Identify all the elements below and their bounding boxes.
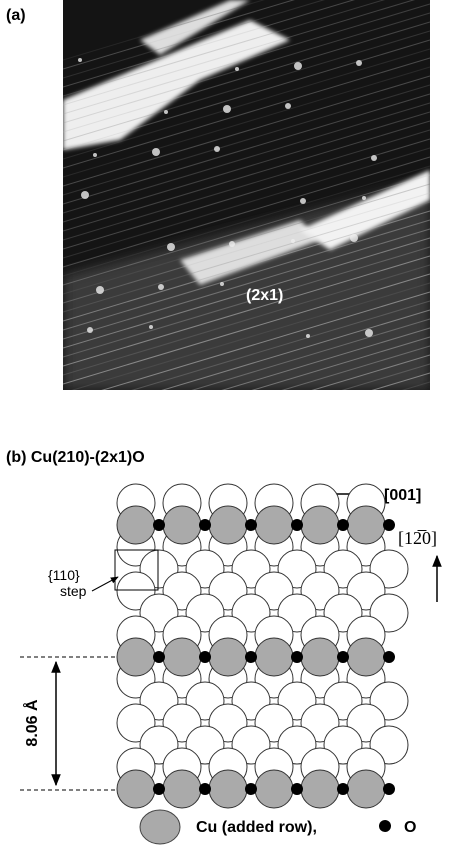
stm-spot bbox=[300, 198, 306, 204]
cu-added-row-atom bbox=[347, 506, 385, 544]
page: (a) (2x1) (b) Cu(210)-(2x1)O [001] [12̅0… bbox=[0, 0, 459, 848]
o-atom bbox=[199, 519, 211, 531]
stm-spot bbox=[229, 241, 235, 247]
o-atom bbox=[383, 519, 395, 531]
step-label: {110} bbox=[48, 567, 80, 583]
cu-added-row-atom bbox=[163, 506, 201, 544]
stm-spot bbox=[96, 286, 104, 294]
stm-spot bbox=[164, 110, 168, 114]
cu-added-row-atom bbox=[163, 638, 201, 676]
stm-spot bbox=[78, 58, 82, 62]
o-atom bbox=[153, 651, 165, 663]
cu-added-row-atom bbox=[255, 770, 293, 808]
stm-spot bbox=[291, 239, 295, 243]
panel-b-title: (b) Cu(210)-(2x1)O bbox=[6, 449, 145, 466]
cu-added-row-atom bbox=[347, 638, 385, 676]
o-atom bbox=[291, 519, 303, 531]
o-atom bbox=[199, 783, 211, 795]
o-atom bbox=[153, 783, 165, 795]
cu-added-row-atom bbox=[117, 506, 155, 544]
cu-added-row-atom bbox=[117, 638, 155, 676]
direction-label: [12̅0] bbox=[398, 528, 437, 548]
cu-added-row-atom bbox=[301, 506, 339, 544]
stm-spot bbox=[235, 67, 239, 71]
cu-added-row-atom bbox=[163, 770, 201, 808]
figure: (a) (2x1) (b) Cu(210)-(2x1)O [001] [12̅0… bbox=[0, 0, 459, 848]
o-atom bbox=[383, 651, 395, 663]
panel-a-label: (a) bbox=[6, 7, 26, 24]
cu-added-row-atom bbox=[117, 770, 155, 808]
step-label: step bbox=[60, 583, 87, 599]
o-atom bbox=[245, 651, 257, 663]
stm-spot bbox=[356, 60, 362, 66]
spacing-label: 8.06 Å bbox=[22, 699, 41, 747]
stm-spot bbox=[149, 325, 153, 329]
stm-annotation: (2x1) bbox=[246, 287, 283, 304]
direction-label: [001] bbox=[384, 487, 421, 504]
o-atom bbox=[291, 783, 303, 795]
stm-spot bbox=[220, 282, 224, 286]
stm-spot bbox=[350, 234, 358, 242]
cu-added-row-atom bbox=[255, 506, 293, 544]
cu-added-row-atom bbox=[209, 770, 247, 808]
o-atom bbox=[337, 519, 349, 531]
stm-spot bbox=[306, 334, 310, 338]
o-atom bbox=[291, 651, 303, 663]
stm-spot bbox=[93, 153, 97, 157]
legend-label: O bbox=[404, 819, 416, 836]
o-atom bbox=[337, 651, 349, 663]
stm-spot bbox=[81, 191, 89, 199]
cu-added-row-atom bbox=[255, 638, 293, 676]
stm-spot bbox=[223, 105, 231, 113]
stm-spot bbox=[158, 284, 164, 290]
cu-added-row-atom bbox=[209, 638, 247, 676]
cu-added-row-atom bbox=[209, 506, 247, 544]
o-atom bbox=[199, 651, 211, 663]
o-atom bbox=[337, 783, 349, 795]
stm-spot bbox=[365, 329, 373, 337]
stm-stripe bbox=[63, 391, 430, 501]
stm-spot bbox=[371, 155, 377, 161]
cu-added-row-atom bbox=[301, 770, 339, 808]
o-atom bbox=[245, 519, 257, 531]
o-atom bbox=[245, 783, 257, 795]
legend-label: Cu (added row), bbox=[196, 819, 317, 836]
cu-added-row-atom bbox=[301, 638, 339, 676]
stm-spot bbox=[362, 196, 366, 200]
ball-model bbox=[117, 484, 408, 808]
step-arrow bbox=[92, 577, 118, 591]
stm-stripe bbox=[63, 382, 430, 492]
legend-o bbox=[379, 820, 391, 832]
stm-spot bbox=[214, 146, 220, 152]
o-atom bbox=[153, 519, 165, 531]
stm-spot bbox=[87, 327, 93, 333]
stm-spot bbox=[294, 62, 302, 70]
stm-spot bbox=[167, 243, 175, 251]
stm-spot bbox=[285, 103, 291, 109]
stm-spot bbox=[152, 148, 160, 156]
legend-cu bbox=[140, 810, 180, 844]
cu-added-row-atom bbox=[347, 770, 385, 808]
o-atom bbox=[383, 783, 395, 795]
